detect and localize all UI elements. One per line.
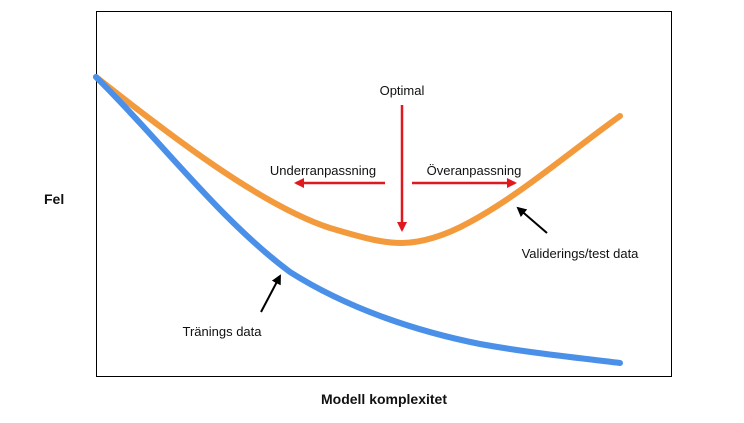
y-axis-label: Fel [44,191,64,207]
validation-error-curve [93,74,623,247]
training-curve-label: Tränings data [182,324,262,339]
training-error-curve [93,74,623,366]
validation-pointer-arrow [516,206,548,234]
training-pointer-arrow [260,274,281,313]
optimal-label: Optimal [380,83,425,98]
plot-frame [96,11,672,377]
overfitting-label: Överanpassning [427,163,522,178]
validation-curve-label: Validerings/test data [522,246,640,261]
underfitting-label: Underranpassning [270,163,376,178]
x-axis-label: Modell komplexitet [321,391,447,407]
